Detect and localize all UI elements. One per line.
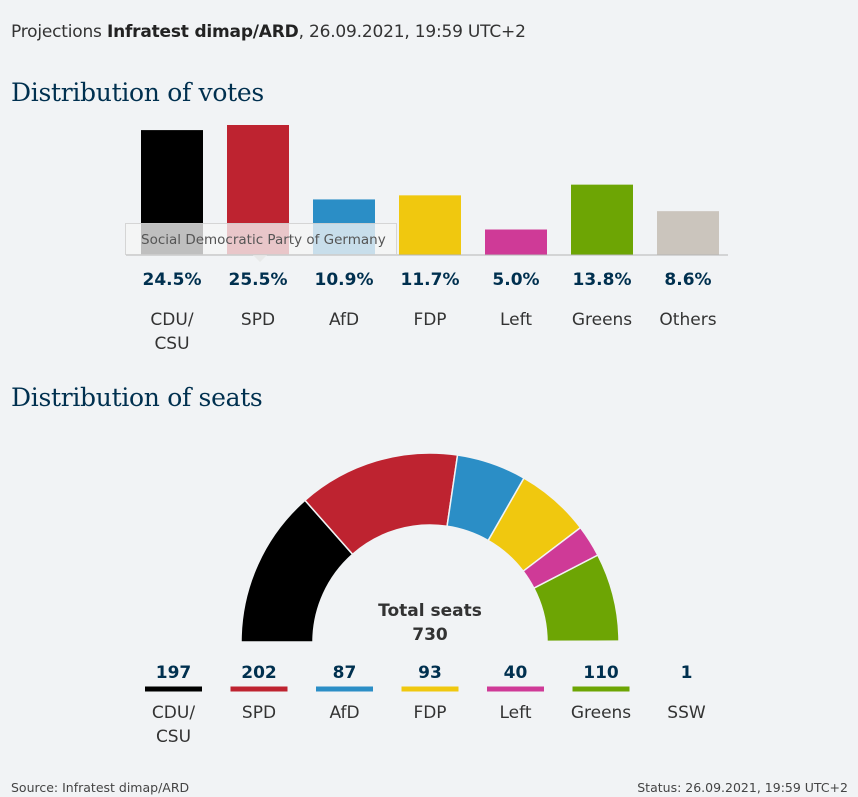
seat-legend-swatch-spd: [230, 686, 288, 692]
total-seats-label: Total seats: [378, 601, 482, 621]
seat-count-fdp: 93: [418, 663, 442, 683]
seat-count-spd: 202: [241, 663, 277, 683]
seat-category-ssw: SSW: [667, 703, 706, 723]
seat-category-spd: SPD: [242, 703, 276, 723]
vote-value-cdu-csu: 24.5%: [143, 270, 202, 290]
vote-category-spd: SPD: [241, 310, 275, 330]
vote-value-left: 5.0%: [492, 270, 539, 290]
vote-category-greens: Greens: [572, 310, 632, 330]
seat-category-fdp: FDP: [413, 703, 446, 723]
vote-category-afd: AfD: [329, 310, 359, 330]
vote-category-fdp: FDP: [413, 310, 446, 330]
seat-legend-swatch-greens: [572, 686, 630, 692]
vote-value-greens: 13.8%: [573, 270, 632, 290]
seat-count-left: 40: [504, 663, 528, 683]
votes-bar-chart: 24.5% CDU/CSU 25.5% SPD 10.9% AfD 11.7% FDP 5.0%…: [126, 125, 728, 354]
seat-legend-swatch-afd: [316, 686, 373, 692]
vote-bar-others[interactable]: [657, 211, 719, 255]
projection-subtitle: Projections Infratest dimap/ARD, 26.09.2…: [11, 22, 526, 42]
vote-bar-fdp[interactable]: [399, 195, 461, 255]
vote-category-left: Left: [500, 310, 532, 330]
source-note: Source: Infratest dimap/ARD: [11, 780, 190, 795]
seat-category-left: Left: [500, 703, 532, 723]
tooltip-arrow: [253, 255, 267, 262]
votes-chart-title: Distribution of votes: [11, 78, 264, 107]
seat-legend-swatch-left: [487, 686, 544, 692]
status-note: Status: 26.09.2021, 19:59 UTC+2: [637, 780, 848, 795]
total-seats-value: 730: [412, 625, 448, 645]
seat-legend-swatch-cdu-csu: [145, 686, 202, 692]
seats-half-donut-chart: Total seats 730 197 CDU/CSU 202 SPD 87 AfD 93 FDP…: [145, 452, 706, 747]
seat-count-cdu-csu: 197: [156, 663, 192, 683]
subtitle-datetime: , 26.09.2021, 19:59 UTC+2: [298, 22, 526, 42]
vote-bar-greens[interactable]: [571, 184, 633, 255]
vote-category-cdu-csu: CDU/CSU: [150, 310, 193, 354]
seats-chart-title: Distribution of seats: [11, 383, 263, 412]
seat-segment-ssw[interactable]: [546, 640, 620, 643]
bar-tooltip: Social Democratic Party of Germany: [125, 223, 397, 255]
subtitle-prefix: Projections: [11, 22, 102, 42]
seat-category-cdu-csu: CDU/CSU: [152, 703, 195, 747]
vote-value-others: 8.6%: [664, 270, 711, 290]
vote-category-others: Others: [659, 310, 716, 330]
vote-value-afd: 10.9%: [315, 270, 374, 290]
vote-bar-left[interactable]: [485, 229, 547, 255]
subtitle-source: Infratest dimap/ARD: [106, 22, 299, 42]
seat-count-ssw: 1: [681, 663, 693, 683]
seat-count-greens: 110: [583, 663, 619, 683]
vote-value-spd: 25.5%: [229, 270, 288, 290]
seat-legend-swatch-fdp: [401, 686, 459, 692]
seat-category-greens: Greens: [571, 703, 631, 723]
vote-value-fdp: 11.7%: [401, 270, 460, 290]
seat-count-afd: 87: [333, 663, 357, 683]
seat-category-afd: AfD: [329, 703, 359, 723]
